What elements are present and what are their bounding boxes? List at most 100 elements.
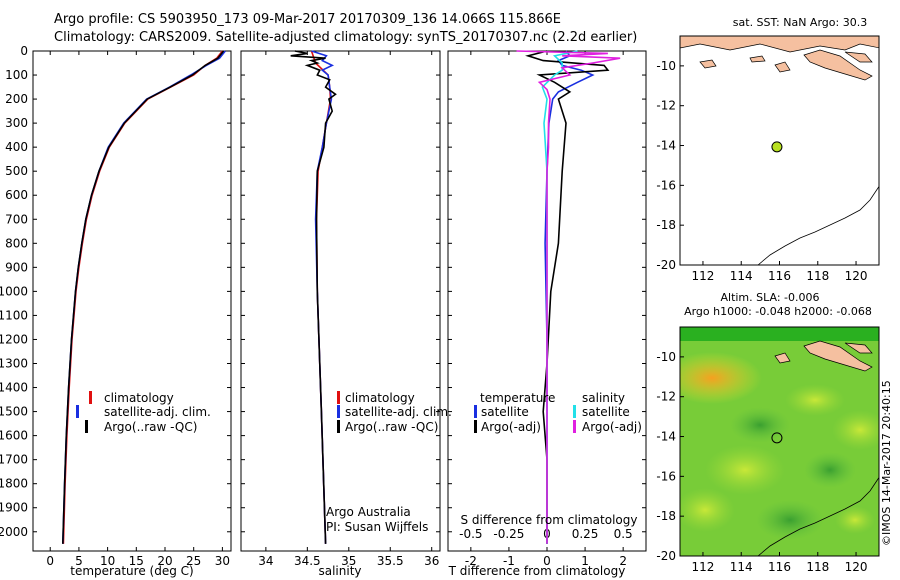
sla-patch — [804, 452, 856, 488]
annotation-line2: PI: Susan Wijffels — [326, 520, 428, 534]
x2-tick-label: 0.5 — [614, 527, 633, 541]
sla-patch — [756, 500, 824, 540]
y-tick-label: 400 — [5, 140, 28, 154]
map-y-tick-label: -12 — [656, 99, 676, 113]
map-x-tick-label: 118 — [806, 269, 829, 283]
x-tick-label: -2 — [465, 554, 477, 568]
legend-swatch-t-argo — [474, 420, 477, 433]
series-line — [516, 50, 621, 544]
legend-argo: Argo(..raw -QC) — [104, 420, 197, 434]
map-x-tick-label: 116 — [768, 269, 791, 283]
legend-swatch-climatology — [89, 391, 92, 404]
x-tick-label: 36 — [424, 554, 439, 568]
temperature-axis-label: temperature (deg C) — [70, 564, 193, 578]
plot-title-line1: Argo profile: CS 5903950_173 09-Mar-2017… — [54, 12, 562, 27]
salinity-legend: climatology satellite-adj. clim. Argo(..… — [326, 391, 452, 534]
series-line — [290, 50, 337, 544]
salinity-axis-ticks: 34 34.5 35 35.5 36 — [258, 51, 439, 568]
island — [774, 61, 791, 73]
island — [803, 49, 873, 81]
y-tick-label: 1500 — [0, 405, 28, 419]
legend-swatch-argo — [85, 420, 88, 433]
temperature-axis-ticks: 0 5 10 15 20 25 30 — [46, 51, 230, 568]
salinity-plot-frame — [240, 50, 441, 552]
island — [844, 51, 873, 63]
map-x-tick-label: 114 — [730, 560, 753, 574]
series-line — [62, 50, 226, 544]
x-tick-label: 34.5 — [294, 554, 321, 568]
island — [749, 55, 766, 63]
sla-patch — [785, 384, 845, 416]
legend-swatch-s-argo — [573, 420, 576, 433]
y-tick-label: 1900 — [0, 501, 28, 515]
sla-patch — [705, 445, 785, 495]
x2-tick-label: -0.25 — [493, 527, 524, 541]
map-x-tick-label: 114 — [730, 269, 753, 283]
map-x-tick-label: 120 — [845, 269, 868, 283]
y-tick-label: 1600 — [0, 429, 28, 443]
series-line — [525, 50, 610, 544]
x-tick-label: 0 — [46, 554, 54, 568]
island — [844, 342, 873, 354]
map-y-tick-label: -16 — [656, 469, 676, 483]
legend-temperature-title: temperature — [480, 391, 555, 405]
plot-title-line2: Climatology: CARS2009. Satellite-adjuste… — [54, 30, 638, 45]
sla-patch — [835, 506, 875, 534]
x-tick-label: 35.5 — [377, 554, 404, 568]
map-bottom-area — [680, 327, 879, 556]
x-tick-label: -1 — [503, 554, 515, 568]
y-tick-label: 1400 — [0, 381, 28, 395]
depth-axis-ticks: 0 100 200 300 400 500 600 700 800 900 1000 1100 1200… — [0, 44, 646, 539]
legend-argo: Argo(..raw -QC) — [345, 420, 438, 434]
map-y-tick-label: -20 — [656, 258, 676, 272]
map-y-tick-label: -10 — [656, 59, 676, 73]
legend-climatology: climatology — [104, 391, 174, 405]
temperature-legend: climatology satellite-adj. clim. Argo(..… — [76, 391, 211, 434]
legend-climatology: climatology — [345, 391, 415, 405]
x2-tick-label: -0.5 — [459, 527, 482, 541]
legend-salinity-title: salinity — [582, 391, 625, 405]
map-y-tick-label: -18 — [656, 218, 676, 232]
island — [699, 59, 717, 69]
salinity-series — [290, 50, 337, 544]
legend-t-satellite: satellite — [481, 405, 529, 419]
x-tick-label: 35 — [341, 554, 356, 568]
sla-patch — [730, 407, 790, 443]
sla-top-band — [680, 327, 879, 341]
y-tick-label: 900 — [5, 260, 28, 274]
y-tick-label: 1000 — [0, 284, 28, 298]
y-tick-label: 1300 — [0, 357, 28, 371]
temperature-plot-frame — [32, 50, 232, 552]
y-tick-label: 800 — [5, 236, 28, 250]
legend-swatch-satellite — [337, 405, 340, 418]
y-tick-label: 500 — [5, 164, 28, 178]
t-difference-axis-label: T difference from climatology — [448, 564, 626, 578]
y-tick-label: 1800 — [0, 477, 28, 491]
legend-satellite: satellite-adj. clim. — [345, 405, 452, 419]
land-top — [680, 36, 879, 53]
x-tick-label: 34 — [258, 554, 273, 568]
map-y-tick-label: -14 — [656, 430, 676, 444]
x-tick-label: 20 — [157, 554, 172, 568]
legend-swatch-t-satellite — [474, 405, 477, 418]
map-x-tick-label: 116 — [768, 560, 791, 574]
legend-swatch-climatology — [337, 391, 340, 404]
difference-series — [516, 50, 621, 544]
sla-patch — [680, 488, 735, 532]
map-bottom-title: Altim. SLA: -0.006 — [720, 291, 819, 304]
coastline — [757, 476, 879, 556]
x-tick-label: 15 — [129, 554, 144, 568]
map-x-tick-label: 112 — [692, 269, 715, 283]
map-top-ticks: 112 114 116 118 120 -10 -12 -14 -16 -18 -20 — [656, 59, 867, 283]
x-tick-label: 2 — [619, 554, 627, 568]
island — [774, 352, 791, 364]
temperature-series — [62, 50, 226, 544]
map-x-tick-label: 118 — [806, 560, 829, 574]
legend-swatch-s-satellite — [573, 405, 576, 418]
argo-float-marker — [771, 432, 783, 444]
y-tick-label: 200 — [5, 92, 28, 106]
legend-swatch-argo — [337, 420, 340, 433]
map-bottom-subtitle: Argo h1000: -0.048 h2000: -0.068 — [684, 305, 872, 318]
map-y-tick-label: -14 — [656, 139, 676, 153]
